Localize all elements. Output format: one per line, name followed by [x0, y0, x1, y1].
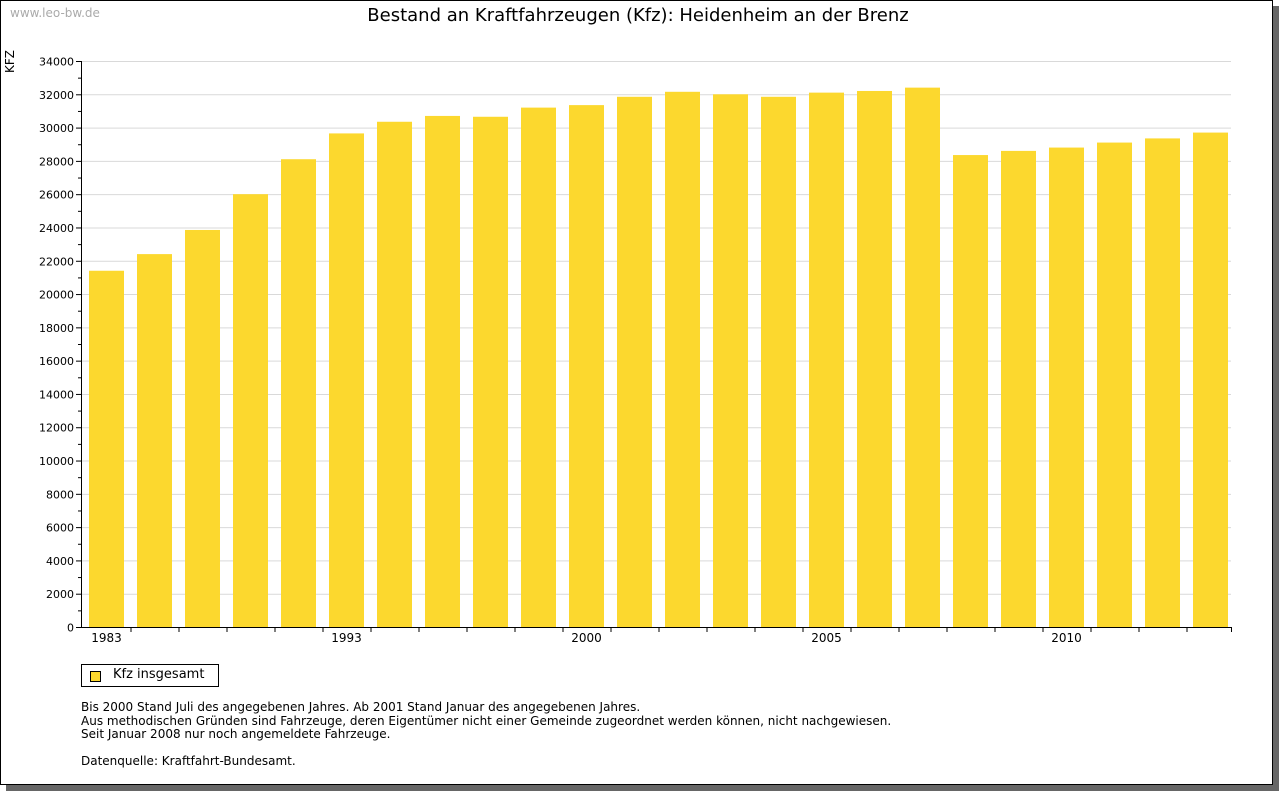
watermark: www.leo-bw.de — [10, 6, 100, 20]
footnotes: Bis 2000 Stand Juli des angegebenen Jahr… — [81, 700, 892, 769]
y-tick-label: 2000 — [46, 588, 74, 601]
bar — [1193, 132, 1228, 628]
bar — [665, 91, 700, 627]
y-tick-label: 0 — [67, 622, 74, 635]
y-tick-label: 24000 — [39, 222, 74, 235]
x-tick-label: 2010 — [1051, 631, 1082, 645]
bar — [857, 90, 892, 627]
bar — [425, 115, 460, 627]
x-tick-label: 1993 — [331, 631, 362, 645]
footnote: Seit Januar 2008 nur noch angemeldete Fa… — [81, 727, 391, 741]
y-tick-label: 14000 — [39, 388, 74, 401]
bar — [905, 87, 940, 627]
legend-label: Kfz insgesamt — [113, 667, 205, 682]
x-tick-label: 1983 — [91, 631, 122, 645]
bar — [377, 121, 412, 627]
y-tick-label: 6000 — [46, 522, 74, 535]
bar — [953, 155, 988, 627]
footnote-source: Datenquelle: Kraftfahrt-Bundesamt. — [81, 754, 296, 768]
y-tick-label: 18000 — [39, 322, 74, 335]
y-tick-label: 28000 — [39, 155, 74, 168]
bar — [521, 107, 556, 628]
y-tick-label: 16000 — [39, 355, 74, 368]
bar — [233, 194, 268, 628]
bar — [281, 159, 316, 627]
bar — [185, 229, 220, 627]
bar — [1049, 147, 1084, 628]
x-tick-label: 2005 — [811, 631, 842, 645]
bar — [809, 92, 844, 628]
y-tick-label: 12000 — [39, 422, 74, 435]
bar — [617, 96, 652, 627]
y-tick-label: 26000 — [39, 189, 74, 202]
bar — [89, 270, 124, 627]
x-tick-label: 2000 — [571, 631, 602, 645]
legend: Kfz insgesamt — [81, 664, 219, 687]
bar — [329, 133, 364, 627]
y-tick-label: 34000 — [39, 56, 74, 69]
chart-title: Bestand an Kraftfahrzeugen (Kfz): Heiden… — [367, 5, 909, 26]
bar — [1001, 150, 1036, 628]
bar — [569, 105, 604, 628]
y-tick-label: 4000 — [46, 555, 74, 568]
bar — [473, 116, 508, 628]
y-tick-label: 20000 — [39, 289, 74, 302]
y-tick-label: 30000 — [39, 122, 74, 135]
y-tick-label: 32000 — [39, 89, 74, 102]
bar — [713, 94, 748, 627]
bar — [1097, 142, 1132, 627]
y-tick-label: 8000 — [46, 488, 74, 501]
bar — [1145, 138, 1180, 628]
bar — [761, 96, 796, 627]
footnote-spacer — [81, 742, 891, 756]
y-tick-label: 22000 — [39, 255, 74, 268]
y-tick-label: 10000 — [39, 455, 74, 468]
footnote: Bis 2000 Stand Juli des angegebenen Jahr… — [81, 700, 641, 714]
legend-swatch — [90, 671, 101, 682]
footnote: Aus methodischen Gründen sind Fahrzeuge,… — [81, 713, 892, 728]
bar — [137, 254, 172, 627]
